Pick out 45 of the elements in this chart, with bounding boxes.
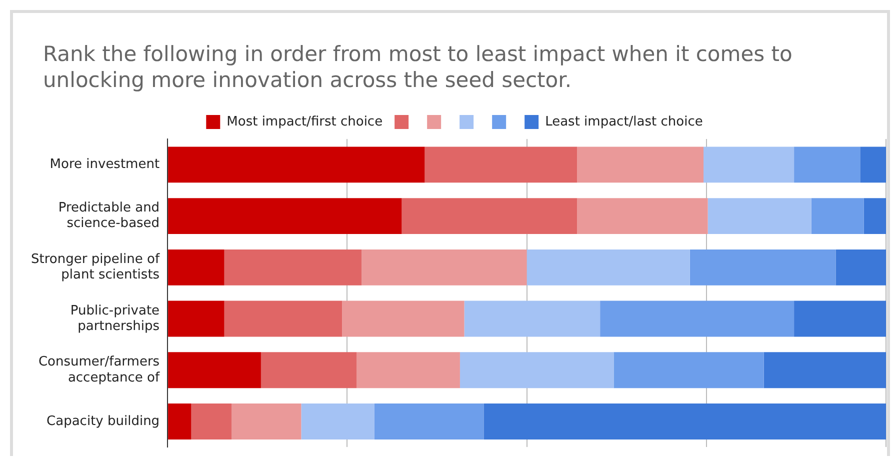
legend-label: Most impact/first choice xyxy=(226,114,383,130)
bar xyxy=(460,352,614,388)
bar xyxy=(860,146,886,183)
bar xyxy=(794,146,860,183)
bar xyxy=(794,300,886,337)
bar xyxy=(356,352,460,388)
bar xyxy=(577,146,704,183)
y-tick-label: More investment xyxy=(50,157,160,172)
bar xyxy=(224,249,362,286)
bar xyxy=(168,300,224,337)
bar xyxy=(232,404,302,440)
bar xyxy=(362,249,527,286)
bar xyxy=(374,404,484,440)
bar xyxy=(836,249,886,286)
bar xyxy=(526,249,690,286)
bar xyxy=(690,249,836,286)
bar xyxy=(168,352,261,388)
bar xyxy=(342,300,464,337)
y-tick-label: Stronger pipeline of plant scientists xyxy=(30,252,160,283)
y-tick-label: Predictable and science-based xyxy=(58,200,160,232)
bar xyxy=(764,352,886,388)
bar xyxy=(191,404,232,440)
bar xyxy=(402,198,578,234)
bar xyxy=(864,198,886,234)
bar xyxy=(260,352,357,388)
bar xyxy=(484,404,886,440)
bar xyxy=(301,404,374,440)
bar xyxy=(811,198,864,234)
bar xyxy=(464,300,600,337)
bar xyxy=(168,249,224,286)
y-tick-label: Consumer/farmers acceptance of xyxy=(38,354,160,386)
y-tick-label: Public-private partnerships xyxy=(70,303,160,334)
bar xyxy=(577,198,708,234)
bar xyxy=(224,300,342,337)
bar xyxy=(600,300,794,337)
bar xyxy=(168,404,192,440)
bar xyxy=(704,146,794,183)
legend-label: Least impact/last choice xyxy=(545,114,703,130)
bar xyxy=(708,198,812,234)
bar xyxy=(168,198,402,234)
chart-title: Rank the following in order from most to least impact when it comes to unlocking more innovation across the seed sector. xyxy=(43,41,794,93)
bar xyxy=(424,146,578,183)
bar xyxy=(614,352,764,388)
y-tick-label: Capacity building xyxy=(46,414,160,429)
bar xyxy=(168,146,425,183)
